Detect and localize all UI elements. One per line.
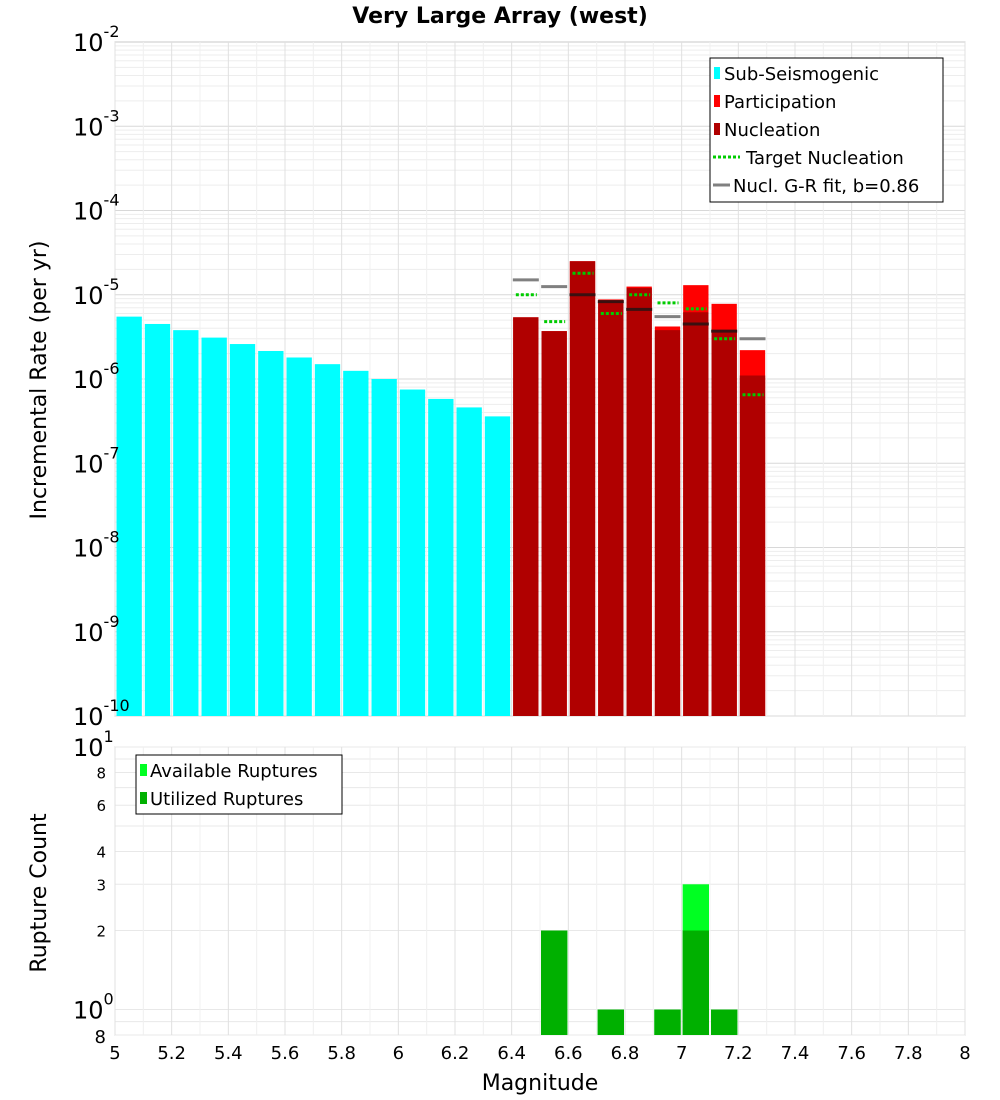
x-tick-label: 7.8 xyxy=(894,1043,923,1064)
count-y-minor-tick-label: 8 xyxy=(95,1027,106,1048)
chart-title: Very Large Array (west) xyxy=(352,4,648,29)
rate-y-tick-label: 10-8 xyxy=(73,528,120,563)
count-y-axis-label: Rupture Count xyxy=(27,813,52,973)
x-tick-label: 8 xyxy=(959,1043,970,1064)
rate-y-tick-label: 10-3 xyxy=(73,106,120,141)
legend-label-sub-seismogenic: Sub-Seismogenic xyxy=(724,64,879,85)
x-tick-label: 5.2 xyxy=(157,1043,186,1064)
count-y-minor-tick-label: 4 xyxy=(96,843,106,861)
sub-seismogenic-bar xyxy=(343,370,369,716)
count-legend-box xyxy=(135,754,343,815)
x-tick-label: 5 xyxy=(109,1043,120,1064)
count-y-minor-tick-label: 3 xyxy=(96,876,106,894)
legend-label-gr-fit: Nucl. G-R fit, b=0.86 xyxy=(733,176,919,197)
sub-seismogenic-bar xyxy=(484,416,511,716)
count-y-minor-tick-label: 2 xyxy=(96,923,106,941)
magnitude-x-ticks: 5 5.2 5.4 5.6 5.8 6 6.2 6.4 6.6 6.8 7 7.2 7.4 7.6 7.8 8 xyxy=(109,1043,970,1064)
rate-y-ticks: 10-10 10-9 10-8 10-7 10-6 10-5 10-4 10-3 10-2 xyxy=(73,22,130,731)
rate-y-tick-label: 10-9 xyxy=(73,612,120,647)
sub-seismogenic-bar xyxy=(399,389,426,716)
legend-swatch-utilized xyxy=(140,792,147,804)
utilized-ruptures-bar xyxy=(597,1009,624,1035)
utilized-ruptures-bar xyxy=(682,930,709,1035)
legend-label-utilized: Utilized Ruptures xyxy=(150,789,303,810)
x-tick-label: 6.4 xyxy=(497,1043,526,1064)
sub-seismogenic-bar xyxy=(286,357,312,716)
rate-y-tick-label: 10-4 xyxy=(73,191,120,226)
x-tick-label: 5.4 xyxy=(214,1043,243,1064)
rate-y-axis-label: Incremental Rate (per yr) xyxy=(27,241,52,520)
legend-label-target-nucleation: Target Nucleation xyxy=(745,148,904,169)
legend-swatch-nucleation xyxy=(714,123,720,135)
x-tick-label: 6 xyxy=(393,1043,404,1064)
nucleation-bar xyxy=(683,312,709,716)
count-y-minor-tick-label: 6 xyxy=(96,797,106,815)
legend-label-nucleation: Nucleation xyxy=(724,120,820,141)
count-y-ticks: 100 101 8 2 3 4 6 8 xyxy=(73,727,114,1048)
sub-seismogenic-bar xyxy=(229,344,256,716)
count-y-minor-tick-label: 8 xyxy=(96,764,106,782)
x-tick-label: 6.8 xyxy=(611,1043,640,1064)
utilized-ruptures-bar xyxy=(541,930,568,1035)
sub-seismogenic-bar xyxy=(116,316,142,716)
count-bars xyxy=(541,884,738,1035)
sub-seismogenic-bar xyxy=(314,364,341,716)
nucleation-bar xyxy=(513,317,539,716)
sub-seismogenic-bar xyxy=(201,337,227,716)
nucleation-bar xyxy=(739,375,766,716)
legend-swatch-sub-seismogenic xyxy=(714,67,720,79)
x-tick-label: 5.6 xyxy=(271,1043,300,1064)
legend-swatch-participation xyxy=(714,95,720,107)
nucleation-bar xyxy=(541,331,567,716)
sub-seismogenic-bar xyxy=(258,350,284,716)
nucleation-bar xyxy=(711,330,737,716)
legend-swatch-available xyxy=(140,764,147,776)
rate-bars xyxy=(116,261,766,716)
x-tick-label: 7 xyxy=(676,1043,687,1064)
nucleation-bar xyxy=(654,330,681,716)
rate-plot: 10-10 10-9 10-8 10-7 10-6 10-5 10-4 10-3 10-2 In… xyxy=(27,22,966,731)
utilized-ruptures-bar xyxy=(654,1009,681,1035)
x-tick-label: 7.6 xyxy=(837,1043,866,1064)
sub-seismogenic-bar xyxy=(371,379,397,716)
nucleation-bar xyxy=(598,300,624,716)
rate-legend-box xyxy=(709,57,944,203)
count-y-tick-label: 101 xyxy=(73,727,114,762)
nucleation-bar xyxy=(626,288,652,716)
rate-lines xyxy=(512,271,766,397)
x-tick-label: 5.8 xyxy=(327,1043,356,1064)
count-y-tick-label: 100 xyxy=(73,990,114,1025)
sub-seismogenic-bar xyxy=(144,323,171,716)
x-tick-label: 6.2 xyxy=(441,1043,470,1064)
x-axis-label: Magnitude xyxy=(482,1071,599,1096)
x-tick-label: 6.6 xyxy=(554,1043,583,1064)
count-plot: 100 101 8 2 3 4 6 8 5 5.2 5.4 5.6 5.8 6 6.2 6.4 6.6 6.8 7… xyxy=(27,727,971,1096)
rate-y-tick-label: 10-5 xyxy=(73,275,120,310)
utilized-ruptures-bar xyxy=(711,1009,738,1035)
x-tick-label: 7.4 xyxy=(781,1043,810,1064)
nucleation-bar xyxy=(569,261,596,716)
legend-label-participation: Participation xyxy=(724,92,836,113)
x-tick-label: 7.2 xyxy=(724,1043,753,1064)
rate-y-tick-label: 10-6 xyxy=(73,359,120,394)
count-legend: Available Ruptures Utilized Ruptures xyxy=(135,754,343,815)
sub-seismogenic-bar xyxy=(173,330,199,716)
sub-seismogenic-bar xyxy=(428,398,454,716)
sub-seismogenic-bar xyxy=(456,407,482,716)
legend-label-available: Available Ruptures xyxy=(150,761,318,782)
rate-legend: Sub-Seismogenic Participation Nucleation… xyxy=(709,57,944,203)
rate-y-tick-label: 10-10 xyxy=(73,696,130,731)
rate-y-tick-label: 10-2 xyxy=(73,22,120,57)
rate-y-tick-label: 10-7 xyxy=(73,443,120,478)
